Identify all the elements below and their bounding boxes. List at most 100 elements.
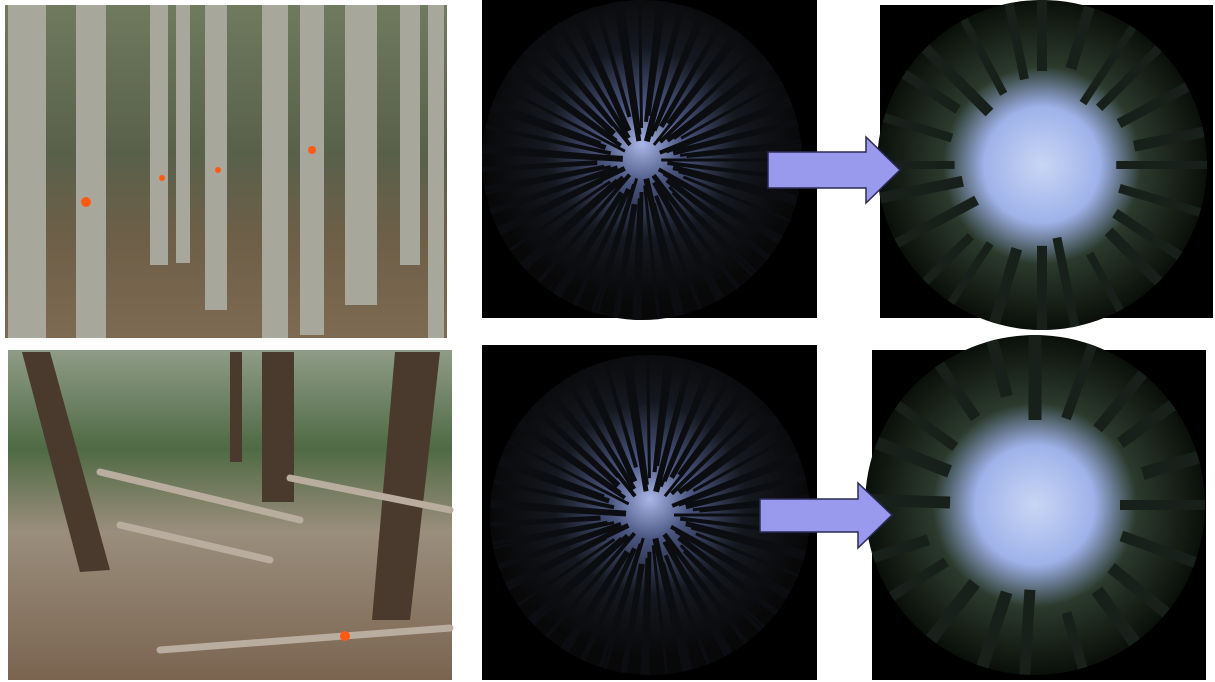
canopy-trunk bbox=[539, 532, 637, 645]
canopy-trunk bbox=[671, 190, 760, 283]
canopy-trunk bbox=[653, 355, 696, 493]
canopy-trunk bbox=[662, 170, 788, 249]
canopy-trunk bbox=[516, 43, 616, 137]
canopy-trunk bbox=[877, 110, 954, 143]
forest-photo-after bbox=[8, 350, 454, 680]
canopy-trunk bbox=[680, 76, 790, 140]
canopy-trunk bbox=[551, 15, 631, 140]
canopy-trunk bbox=[492, 81, 626, 153]
canopy-trunk bbox=[666, 546, 731, 664]
canopy-trunk bbox=[672, 117, 802, 156]
hemispherical-photo-before-top bbox=[482, 0, 817, 320]
canopy-trunk bbox=[1061, 611, 1090, 675]
canopy-trunk bbox=[1093, 363, 1153, 433]
canopy-trunk bbox=[631, 198, 643, 320]
canopy-trunk bbox=[1104, 227, 1169, 292]
canopy-trunk bbox=[510, 538, 616, 611]
canopy-trunk bbox=[639, 558, 651, 675]
canopy-trunk bbox=[490, 498, 620, 514]
canopy-trunk bbox=[1052, 236, 1082, 330]
canopy-trunk bbox=[1002, 0, 1029, 81]
canopy-trunk bbox=[658, 40, 764, 144]
canopy-trunk bbox=[616, 0, 642, 136]
canopy-trunk bbox=[556, 555, 624, 657]
canopy-trunk bbox=[682, 175, 799, 226]
hemispherical-photo-after-top bbox=[877, 0, 1213, 330]
canopy-trunk bbox=[548, 196, 619, 302]
canopy-trunk bbox=[596, 543, 643, 675]
canopy-trunk bbox=[619, 563, 645, 675]
canopy-trunk bbox=[568, 6, 632, 133]
canopy-trunk bbox=[974, 590, 1013, 675]
canopy-trunk bbox=[866, 433, 952, 478]
canopy-trunk bbox=[482, 160, 598, 173]
canopy-trunk bbox=[490, 521, 623, 573]
canopy-trunk bbox=[659, 13, 729, 128]
canopy-trunk bbox=[690, 523, 810, 563]
canopy-trunk bbox=[654, 195, 706, 318]
canopy-trunk bbox=[600, 355, 639, 468]
canopy-trunk bbox=[1119, 530, 1205, 571]
canopy-trunk bbox=[551, 191, 625, 305]
canopy-trunk bbox=[482, 165, 619, 218]
canopy-trunk bbox=[651, 545, 670, 675]
canopy-trunk bbox=[677, 378, 754, 478]
canopy-trunk bbox=[920, 579, 980, 651]
canopy-trunk bbox=[915, 38, 994, 117]
canopy-trunk bbox=[559, 550, 630, 660]
canopy-trunk bbox=[524, 398, 621, 488]
canopy-trunk bbox=[1116, 78, 1197, 128]
canopy-trunk bbox=[881, 557, 949, 606]
canopy-trunk bbox=[677, 453, 809, 507]
canopy-trunk bbox=[497, 523, 630, 591]
canopy-trunk bbox=[1086, 251, 1128, 320]
canopy-trunk bbox=[1118, 183, 1207, 220]
canopy-trunk bbox=[535, 27, 632, 147]
canopy-trunk bbox=[1140, 448, 1205, 480]
canopy-trunk bbox=[1091, 586, 1146, 654]
canopy-trunk bbox=[670, 395, 772, 496]
canopy-trunk bbox=[669, 368, 737, 479]
canopy-trunk bbox=[521, 536, 625, 628]
canopy-trunk bbox=[662, 532, 753, 651]
hemispherical-photo-before-bottom bbox=[482, 345, 817, 680]
canopy-trunk bbox=[1112, 209, 1190, 265]
canopy-trunk bbox=[887, 396, 959, 452]
canopy-trunk bbox=[665, 98, 801, 154]
canopy-trunk bbox=[513, 178, 620, 273]
canopy-trunk bbox=[674, 528, 796, 604]
canopy-trunk bbox=[638, 0, 644, 129]
arrow bbox=[759, 481, 894, 550]
canopy-trunk bbox=[491, 453, 605, 501]
canopy-trunk bbox=[671, 58, 780, 140]
canopy-trunk bbox=[483, 98, 602, 148]
canopy-trunk bbox=[986, 247, 1023, 330]
canopy-trunk bbox=[482, 164, 605, 192]
canopy-trunk bbox=[1107, 563, 1177, 624]
canopy-trunk bbox=[502, 180, 612, 256]
canopy-trunk bbox=[663, 382, 756, 498]
canopy-trunk bbox=[643, 0, 688, 143]
forest-photo-before bbox=[5, 5, 447, 338]
canopy-trunk bbox=[592, 0, 632, 118]
canopy-trunk bbox=[666, 23, 746, 126]
canopy-trunk bbox=[490, 478, 615, 510]
canopy-trunk bbox=[611, 203, 638, 320]
canopy-trunk bbox=[489, 166, 626, 236]
canopy-trunk bbox=[663, 554, 714, 673]
canopy-trunk bbox=[569, 187, 631, 314]
canopy-trunk bbox=[1065, 0, 1098, 71]
canopy-trunk bbox=[482, 123, 612, 156]
canopy-trunk bbox=[559, 370, 637, 491]
canopy-trunk bbox=[1116, 395, 1183, 448]
canopy-trunk bbox=[662, 359, 718, 482]
canopy-trunk bbox=[865, 534, 930, 566]
canopy-trunk bbox=[504, 59, 618, 144]
canopy-trunk bbox=[577, 547, 637, 669]
canopy-trunk bbox=[652, 27, 748, 146]
canopy-trunk bbox=[643, 185, 662, 320]
canopy-trunk bbox=[651, 173, 745, 296]
canopy-trunk bbox=[677, 535, 785, 621]
